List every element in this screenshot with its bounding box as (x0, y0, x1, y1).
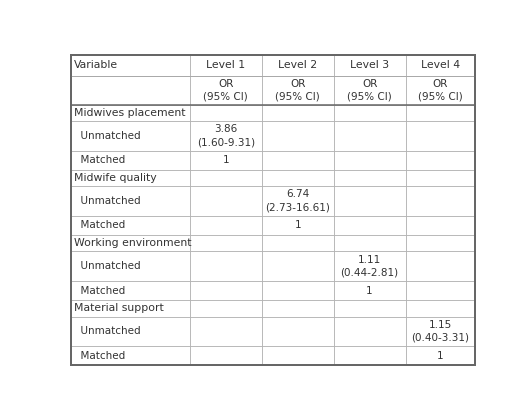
Bar (190, 216, 262, 235)
Text: OR
(95% CI): OR (95% CI) (418, 79, 462, 102)
Bar (262, 104, 334, 121)
Bar (262, 170, 334, 186)
Bar (405, 104, 475, 121)
Bar (334, 300, 405, 317)
Bar (71, 170, 190, 186)
Bar (190, 346, 262, 365)
Bar (190, 251, 262, 281)
Bar (190, 76, 262, 104)
Bar (334, 170, 405, 186)
Text: 1: 1 (294, 220, 301, 230)
Bar (71, 151, 190, 170)
Bar (405, 300, 475, 317)
Bar (334, 76, 405, 104)
Text: 6.74
(2.73-16.61): 6.74 (2.73-16.61) (265, 189, 330, 213)
Bar (405, 170, 475, 186)
Text: Level 4: Level 4 (421, 60, 460, 70)
Bar (262, 281, 334, 300)
Text: Working environment: Working environment (74, 238, 192, 248)
Bar (405, 235, 475, 251)
Text: Level 1: Level 1 (206, 60, 245, 70)
Bar (262, 186, 334, 216)
Text: 1: 1 (437, 351, 444, 361)
Bar (71, 121, 190, 151)
Bar (405, 346, 475, 365)
Bar (334, 216, 405, 235)
Bar (190, 170, 262, 186)
Bar (71, 216, 190, 235)
Bar (190, 151, 262, 170)
Text: Level 2: Level 2 (278, 60, 317, 70)
Bar (334, 281, 405, 300)
Bar (190, 281, 262, 300)
Bar (334, 251, 405, 281)
Bar (190, 104, 262, 121)
Bar (405, 55, 475, 76)
Bar (71, 186, 190, 216)
Bar (262, 346, 334, 365)
Text: 1: 1 (367, 286, 373, 296)
Text: Unmatched: Unmatched (74, 327, 140, 337)
Bar (405, 121, 475, 151)
Text: Matched: Matched (74, 155, 125, 165)
Text: Midwives placement: Midwives placement (74, 108, 186, 118)
Text: OR
(95% CI): OR (95% CI) (203, 79, 248, 102)
Bar (262, 317, 334, 346)
Text: Unmatched: Unmatched (74, 196, 140, 206)
Text: Unmatched: Unmatched (74, 261, 140, 271)
Text: 1.11
(0.44-2.81): 1.11 (0.44-2.81) (340, 255, 398, 278)
Text: Matched: Matched (74, 286, 125, 296)
Bar (190, 235, 262, 251)
Bar (405, 216, 475, 235)
Bar (71, 300, 190, 317)
Bar (71, 317, 190, 346)
Bar (262, 55, 334, 76)
Bar (190, 186, 262, 216)
Bar (71, 235, 190, 251)
Text: Variable: Variable (74, 60, 118, 70)
Bar (262, 251, 334, 281)
Bar (71, 104, 190, 121)
Bar (190, 317, 262, 346)
Bar (334, 55, 405, 76)
Text: 3.86
(1.60-9.31): 3.86 (1.60-9.31) (197, 124, 255, 147)
Bar (71, 251, 190, 281)
Bar (262, 121, 334, 151)
Text: Matched: Matched (74, 351, 125, 361)
Text: OR
(95% CI): OR (95% CI) (347, 79, 392, 102)
Bar (190, 300, 262, 317)
Text: Unmatched: Unmatched (74, 131, 140, 141)
Bar (262, 216, 334, 235)
Bar (71, 281, 190, 300)
Bar (334, 186, 405, 216)
Bar (334, 151, 405, 170)
Bar (405, 186, 475, 216)
Bar (405, 76, 475, 104)
Bar (71, 76, 190, 104)
Bar (262, 76, 334, 104)
Text: OR
(95% CI): OR (95% CI) (276, 79, 320, 102)
Bar (405, 281, 475, 300)
Bar (405, 251, 475, 281)
Text: Midwife quality: Midwife quality (74, 173, 156, 183)
Text: Matched: Matched (74, 220, 125, 230)
Bar (334, 104, 405, 121)
Text: Material support: Material support (74, 303, 164, 313)
Bar (262, 235, 334, 251)
Text: 1: 1 (222, 155, 229, 165)
Bar (334, 317, 405, 346)
Bar (190, 121, 262, 151)
Bar (405, 317, 475, 346)
Bar (405, 151, 475, 170)
Text: Level 3: Level 3 (350, 60, 389, 70)
Bar (262, 300, 334, 317)
Bar (334, 235, 405, 251)
Bar (71, 55, 190, 76)
Bar (262, 151, 334, 170)
Bar (334, 346, 405, 365)
Bar (334, 121, 405, 151)
Bar (71, 346, 190, 365)
Text: 1.15
(0.40-3.31): 1.15 (0.40-3.31) (411, 320, 469, 343)
Bar (190, 55, 262, 76)
